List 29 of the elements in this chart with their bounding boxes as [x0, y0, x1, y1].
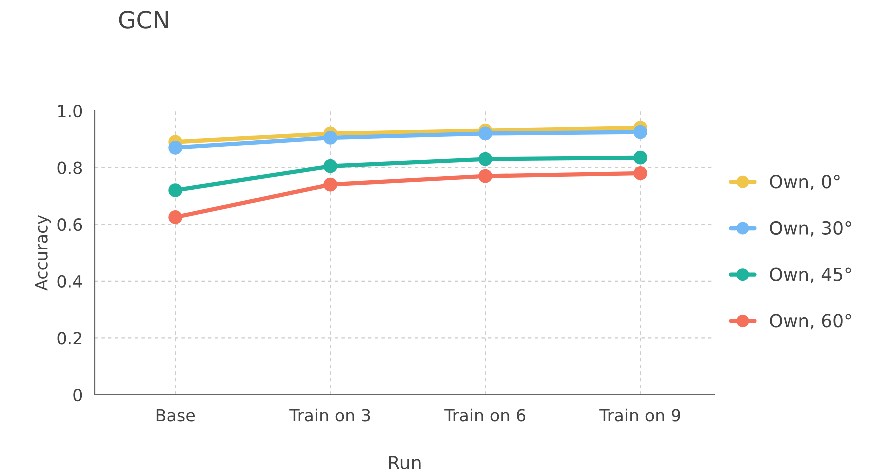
x-tick-label: Train on 6 — [444, 408, 526, 422]
y-tick-label: 0.2 — [58, 332, 82, 345]
y-axis-title: Accuracy — [36, 215, 52, 291]
y-tick-label: 0 — [74, 388, 82, 402]
point — [634, 125, 648, 140]
legend-label: Own, 45° — [770, 268, 852, 284]
point — [324, 131, 338, 145]
chart-title: GCN — [119, 10, 168, 29]
point — [168, 184, 183, 198]
legend-label: Own, 60° — [770, 314, 852, 330]
point — [478, 126, 493, 141]
y-tick-label: 0.6 — [58, 218, 82, 232]
legend-label: Own, 0° — [770, 175, 840, 191]
point — [478, 152, 493, 166]
point — [634, 166, 648, 180]
y-tick-label: 0.4 — [58, 275, 82, 288]
point — [478, 169, 493, 184]
legend-label: Own, 30° — [770, 221, 852, 237]
x-tick-label: Train on 9 — [600, 408, 680, 422]
point — [324, 178, 338, 192]
point — [634, 150, 648, 165]
x-tick-label: Base — [156, 409, 196, 422]
point — [168, 140, 183, 155]
y-tick-label: 0.8 — [58, 162, 82, 174]
x-axis-title: Run — [389, 456, 421, 470]
point — [168, 210, 183, 224]
y-tick-label: 1.0 — [58, 104, 82, 118]
x-tick-label: Train on 3 — [290, 408, 370, 422]
point — [324, 159, 338, 174]
